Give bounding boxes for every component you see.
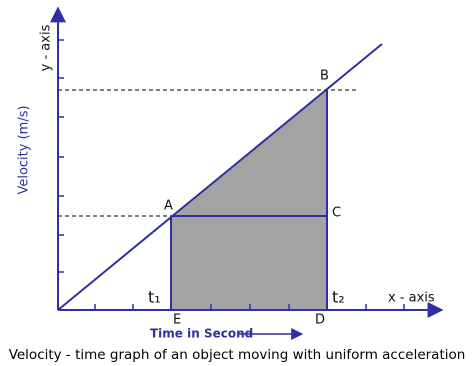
y-axis-label: y - axis (39, 24, 54, 71)
t1-label: t₁ (148, 288, 161, 307)
point-label: B (320, 69, 329, 84)
x-axis-label: x - axis (388, 291, 435, 306)
ticks (58, 39, 405, 310)
dashed-lines (58, 89, 358, 217)
point-label: D (315, 313, 325, 328)
area (171, 90, 327, 310)
point-label: A (164, 199, 173, 214)
y-label: Velocity (m/s) (17, 105, 32, 194)
point-label: C (332, 206, 341, 221)
graph-lines (50, 6, 444, 340)
t2-label: t₂ (332, 288, 345, 307)
caption: Velocity - time graph of an object movin… (9, 347, 466, 363)
x-label: Time in Second (150, 327, 253, 341)
point-label: E (173, 313, 181, 328)
